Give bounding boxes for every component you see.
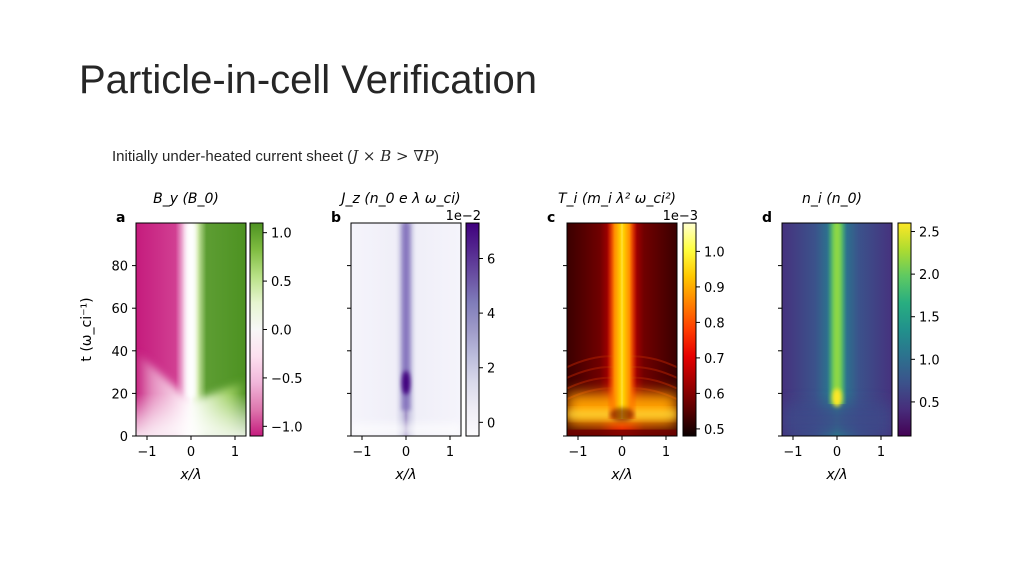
panel-label: c [547,210,555,226]
slide-subtitle: Initially under-heated current sheet (J … [112,147,439,165]
colorbar-tick-label: −0.5 [271,372,303,387]
heatmap-c [567,223,677,436]
colorbar-tick-label: 6 [487,253,495,268]
colorbar-tick-label: 0.7 [704,352,725,367]
y-tick-label: 60 [111,302,128,317]
x-tick-label: −1 [137,445,156,460]
colorbar-tick-label: 2.0 [919,268,940,283]
colorbar-tick-label: 0.5 [271,275,292,290]
subtitle-text: Initially under-heated current sheet ( [112,148,353,165]
x-tick-label: −1 [352,445,371,460]
heatmap-a-null-line [186,223,196,398]
x-tick-label: −1 [783,445,802,460]
heatmap-a [136,223,246,436]
x-tick-label: 1 [231,445,239,460]
x-axis-label: x/λ [825,467,847,483]
y-tick-label: 0 [120,430,128,445]
y-tick-label: 40 [111,345,128,360]
heatmap-d-peak [832,388,842,407]
panel-b: −1 0 1 x/λ b J_z (n_0 e λ ω_ci) 0 2 4 6 1e−2 [331,191,495,483]
colorbar-tick-label: 0.5 [919,396,940,411]
colorbar-tick-label: 1.0 [919,353,940,368]
colorbar-tick-label: 2 [487,362,495,377]
colorbar-tick-label: 1.0 [271,227,292,242]
colorbar-d [897,222,912,437]
heatmap-b-peak [402,370,410,395]
slide-title: Particle-in-cell Verification [79,58,537,102]
heatmap-b [351,223,461,436]
heatmap-b-core [401,223,411,411]
x-axis-label: x/λ [394,467,416,483]
panel-label: a [116,210,125,226]
x-tick-label: 1 [877,445,885,460]
panel-a: −1 0 1 x/λ 0 20 40 60 80 t (ω_ci⁻¹) a B_y (B_0) −1.0… [79,191,303,483]
heatmap-c-dip [610,407,634,422]
panel-title: B_y (B_0) [153,191,219,207]
y-tick-label: 80 [111,260,128,275]
subtitle-close: ) [433,148,439,165]
colorbar-tick-label: 0.6 [704,387,725,402]
colorbar-tick-label: −1.0 [271,420,303,435]
panel-d: −1 0 1 x/λ d n_i (n_0) 0.5 1.0 1.5 2.0 2.5 [762,191,940,483]
x-tick-label: 1 [446,445,454,460]
panel-label: b [331,210,341,226]
colorbar-c [682,222,697,437]
heatmap-c-cold-base [567,429,677,436]
x-axis-label: x/λ [610,467,632,483]
heatmap-c-core [607,223,637,419]
colorbar-b [465,222,480,437]
heatmap-a-fade [136,393,246,436]
panel-title: T_i (m_i λ² ω_ci²) [558,191,676,207]
x-tick-label: 0 [402,445,410,460]
colorbar-offset-label: 1e−3 [663,209,698,224]
x-tick-label: 0 [833,445,841,460]
panel-c: −1 0 1 x/λ cT_i (m_i λ² ω_ci²) 0.5 0.6 0.7 0.8 0.… [547,191,725,483]
x-tick-label: 1 [662,445,670,460]
x-tick-label: −1 [568,445,587,460]
x-tick-label: 0 [618,445,626,460]
panel-label: d [762,210,772,226]
colorbar-tick-label: 0.8 [704,316,725,331]
colorbar-tick-label: 0.9 [704,281,725,296]
colorbar-tick-label: 0 [487,416,495,431]
colorbar-tick-label: 0.5 [704,423,725,438]
heatmap-d [782,223,892,436]
x-tick-label: 0 [187,445,195,460]
heatmap-b-base [351,423,461,436]
panel-title: n_i (n_0) [802,191,862,207]
subtitle-math: J × B > ∇P [352,147,434,165]
colorbar-tick-label: 0.0 [271,324,292,339]
colorbar-tick-label: 1.5 [919,311,940,326]
colorbar-a [249,222,264,437]
panel-title: J_z (n_0 e λ ω_ci) [338,191,460,207]
x-axis-label: x/λ [179,467,201,483]
colorbar-offset-label: 1e−2 [446,209,481,224]
y-axis-label: t (ω_ci⁻¹) [79,297,95,361]
colorbar-tick-label: 4 [487,307,495,322]
y-tick-label: 20 [111,387,128,402]
heatmap-d-base [782,404,892,436]
colorbar-tick-label: 1.0 [704,245,725,260]
colorbar-tick-label: 2.5 [919,226,940,241]
heatmap-d-ridge [833,223,841,394]
